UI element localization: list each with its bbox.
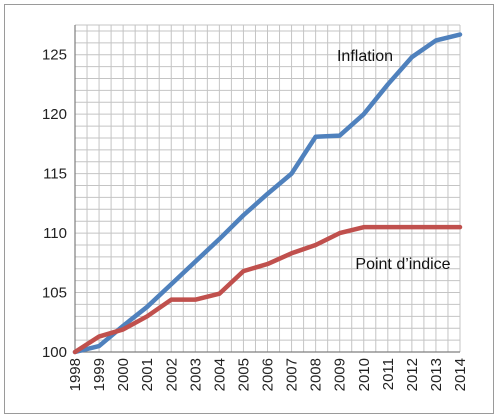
- y-tick-label: 120: [42, 106, 67, 123]
- series-line-point-indice: [72, 224, 463, 355]
- tick-labels: 100 105 110 115 120 125 1998 1999 2000 2001 2002 20…: [42, 47, 469, 392]
- x-tick-label: 2001: [139, 358, 156, 391]
- series-line-inflation: [72, 32, 463, 355]
- x-tick-label: 2007: [284, 358, 301, 391]
- series-lines: [72, 32, 463, 355]
- x-tick-label: 1998: [67, 358, 84, 391]
- x-tick-label: 2006: [260, 358, 277, 391]
- x-tick-label: 1999: [91, 358, 108, 391]
- chart-frame: 100 105 110 115 120 125 1998 1999 2000 2001 2002 20…: [4, 4, 494, 414]
- x-tick-label: 2010: [356, 358, 373, 391]
- axes: [74, 25, 460, 353]
- x-tick-label: 2005: [235, 358, 252, 391]
- x-tick-label: 2008: [308, 358, 325, 391]
- x-tick-label: 2004: [211, 358, 228, 391]
- x-tick-label: 2002: [163, 358, 180, 391]
- series-label-inflation: Inflation: [337, 48, 393, 65]
- grid: [74, 24, 461, 353]
- series-label-point-indice: Point d’indice: [355, 256, 450, 273]
- y-tick-label: 125: [42, 47, 67, 64]
- x-tick-label: 2000: [115, 358, 132, 391]
- x-tick-label: 2009: [332, 358, 349, 391]
- x-tick-label: 2014: [452, 358, 469, 391]
- y-tick-label: 115: [43, 166, 67, 183]
- y-tick-label: 110: [43, 225, 67, 242]
- x-tick-label: 2013: [428, 358, 445, 391]
- x-tick-label: 2011: [380, 358, 397, 390]
- x-tick-label: 2012: [404, 358, 421, 391]
- y-tick-label: 105: [42, 285, 67, 302]
- y-tick-label: 100: [42, 344, 67, 361]
- x-tick-label: 2003: [187, 358, 204, 391]
- line-chart: 100 105 110 115 120 125 1998 1999 2000 2001 2002 20…: [42, 24, 469, 392]
